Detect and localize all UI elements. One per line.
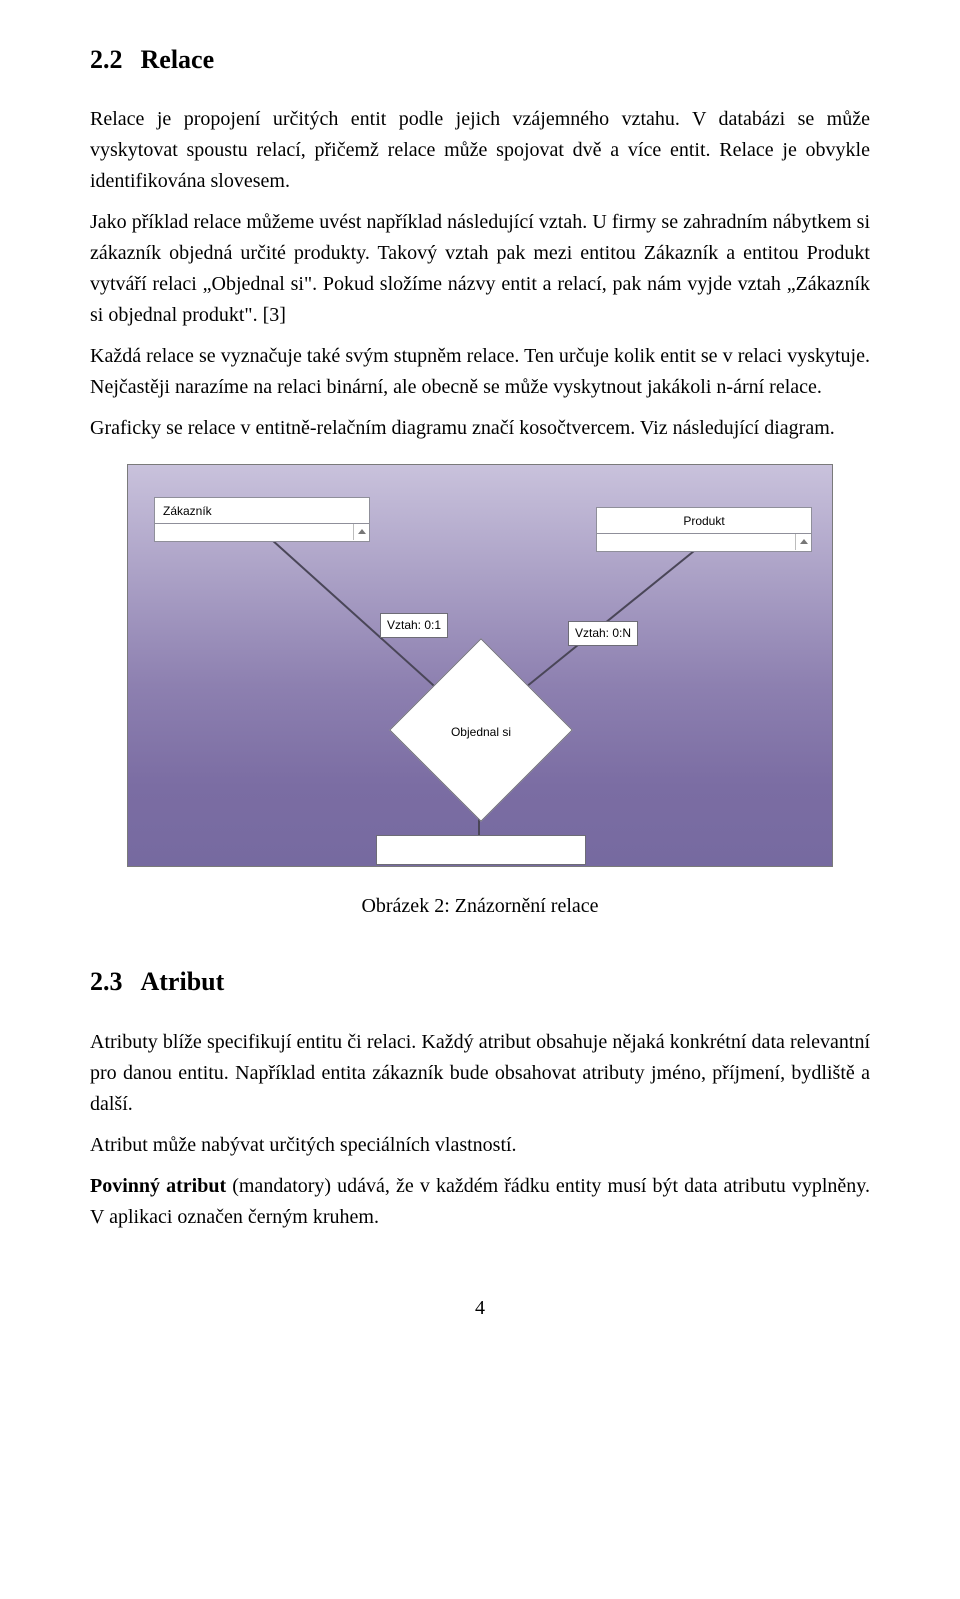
entity-zakaznik-label: Zákazník: [155, 498, 369, 523]
section-number: 2.2: [90, 45, 123, 74]
section-title: Relace: [141, 45, 215, 74]
entity-zakaznik: Zákazník: [154, 497, 370, 542]
section-title: Atribut: [141, 967, 225, 996]
bottom-entity-box: [376, 835, 586, 865]
atribut-para-1: Atributy blíže specifikují entitu či rel…: [90, 1027, 870, 1120]
section-number: 2.3: [90, 967, 123, 996]
relace-para-1: Relace je propojení určitých entit podle…: [90, 104, 870, 197]
section-relace-heading: 2.2 Relace: [90, 40, 870, 80]
tag-vztah-0n: Vztah: 0:N: [568, 621, 638, 646]
atribut-para-3-bold: Povinný atribut: [90, 1175, 226, 1197]
entity-produkt: Produkt: [596, 507, 812, 552]
scroll-up-icon: [353, 524, 369, 540]
er-diagram: Zákazník Produkt Vztah: 0:1 Vztah: 0:N O…: [127, 464, 833, 867]
section-atribut-heading: 2.3 Atribut: [90, 962, 870, 1002]
relace-para-2: Jako příklad relace můžeme uvést napříkl…: [90, 207, 870, 331]
scroll-up-icon: [795, 534, 811, 550]
tag-vztah-01: Vztah: 0:1: [380, 613, 448, 638]
atribut-para-2: Atribut může nabývat určitých speciálníc…: [90, 1130, 870, 1161]
entity-zakaznik-body: [155, 523, 369, 541]
relation-label: Objednal si: [416, 723, 546, 742]
entity-produkt-body: [597, 533, 811, 551]
relace-para-4: Graficky se relace v entitně-relačním di…: [90, 413, 870, 444]
entity-produkt-label: Produkt: [597, 508, 811, 533]
relace-para-3: Každá relace se vyznačuje také svým stup…: [90, 341, 870, 403]
atribut-para-3: Povinný atribut (mandatory) udává, že v …: [90, 1171, 870, 1233]
page-number: 4: [90, 1293, 870, 1324]
figure-caption: Obrázek 2: Znázornění relace: [90, 891, 870, 922]
